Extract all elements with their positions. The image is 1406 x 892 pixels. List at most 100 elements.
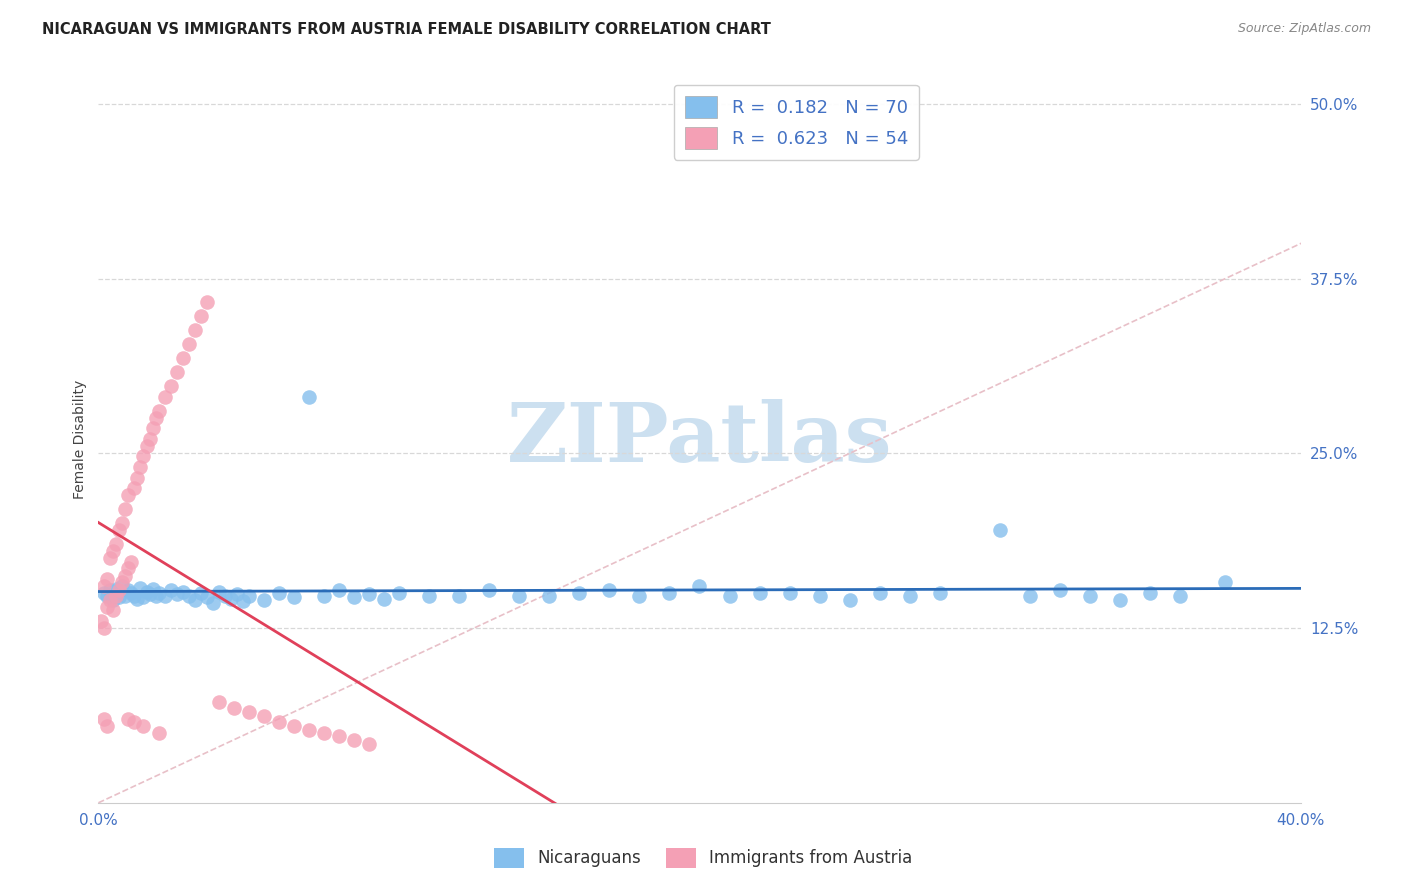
Point — [124, 714, 146, 729]
Point — [177, 589, 200, 603]
Point — [132, 449, 155, 463]
Point — [988, 523, 1011, 537]
Point — [298, 723, 321, 737]
Point — [328, 729, 350, 743]
Point — [598, 583, 620, 598]
Point — [283, 719, 305, 733]
Point — [388, 586, 411, 600]
Point — [96, 589, 118, 603]
Point — [214, 589, 236, 603]
Point — [373, 591, 395, 606]
Point — [132, 591, 155, 605]
Point — [328, 583, 350, 598]
Point — [93, 586, 115, 600]
Point — [195, 591, 218, 605]
Point — [898, 589, 921, 603]
Point — [177, 337, 200, 351]
Point — [232, 594, 254, 608]
Point — [538, 589, 561, 603]
Point — [748, 586, 770, 600]
Point — [312, 726, 335, 740]
Point — [145, 411, 167, 425]
Point — [100, 583, 122, 598]
Point — [689, 579, 711, 593]
Point — [343, 591, 366, 605]
Point — [105, 582, 128, 596]
Point — [568, 586, 591, 600]
Point — [478, 583, 501, 598]
Point — [93, 621, 115, 635]
Point — [222, 700, 245, 714]
Point — [283, 591, 305, 605]
Point — [96, 719, 118, 733]
Point — [1170, 589, 1192, 603]
Point — [103, 593, 125, 607]
Point — [357, 737, 380, 751]
Point — [172, 351, 194, 366]
Point — [127, 471, 149, 485]
Point — [718, 589, 741, 603]
Point — [114, 589, 136, 603]
Point — [105, 537, 128, 551]
Point — [1049, 583, 1071, 598]
Point — [929, 586, 952, 600]
Point — [208, 584, 231, 599]
Point — [114, 502, 136, 516]
Point — [96, 600, 118, 615]
Legend: Nicaraguans, Immigrants from Austria: Nicaraguans, Immigrants from Austria — [486, 841, 920, 875]
Point — [779, 586, 801, 600]
Point — [138, 587, 160, 601]
Point — [121, 555, 143, 569]
Point — [141, 582, 163, 596]
Point — [238, 705, 260, 719]
Point — [121, 586, 143, 600]
Point — [159, 379, 181, 393]
Point — [238, 589, 260, 603]
Point — [93, 712, 115, 726]
Point — [100, 551, 122, 566]
Point — [135, 584, 157, 599]
Point — [127, 591, 149, 606]
Point — [129, 581, 152, 595]
Point — [201, 596, 224, 610]
Point — [111, 579, 134, 593]
Point — [225, 587, 247, 601]
Point — [153, 589, 176, 603]
Point — [108, 523, 131, 537]
Point — [1109, 593, 1132, 607]
Point — [166, 587, 188, 601]
Point — [190, 586, 212, 600]
Point — [145, 589, 167, 603]
Point — [658, 586, 681, 600]
Point — [148, 404, 170, 418]
Point — [208, 695, 231, 709]
Point — [183, 323, 205, 337]
Point — [132, 719, 155, 733]
Point — [253, 709, 276, 723]
Point — [135, 439, 157, 453]
Point — [312, 589, 335, 603]
Point — [111, 516, 134, 531]
Point — [166, 365, 188, 379]
Point — [103, 603, 125, 617]
Point — [100, 593, 122, 607]
Point — [141, 421, 163, 435]
Point — [1215, 574, 1237, 589]
Point — [267, 586, 290, 600]
Point — [219, 591, 242, 606]
Point — [298, 390, 321, 404]
Point — [108, 591, 131, 605]
Point — [105, 589, 128, 603]
Point — [124, 481, 146, 495]
Point — [190, 310, 212, 324]
Point — [138, 433, 160, 447]
Text: ZIPatlas: ZIPatlas — [506, 400, 893, 479]
Point — [1139, 586, 1161, 600]
Point — [108, 583, 131, 598]
Legend: R =  0.182   N = 70, R =  0.623   N = 54: R = 0.182 N = 70, R = 0.623 N = 54 — [673, 85, 920, 160]
Point — [172, 584, 194, 599]
Point — [124, 589, 146, 603]
Point — [418, 589, 440, 603]
Point — [117, 488, 139, 502]
Point — [447, 589, 470, 603]
